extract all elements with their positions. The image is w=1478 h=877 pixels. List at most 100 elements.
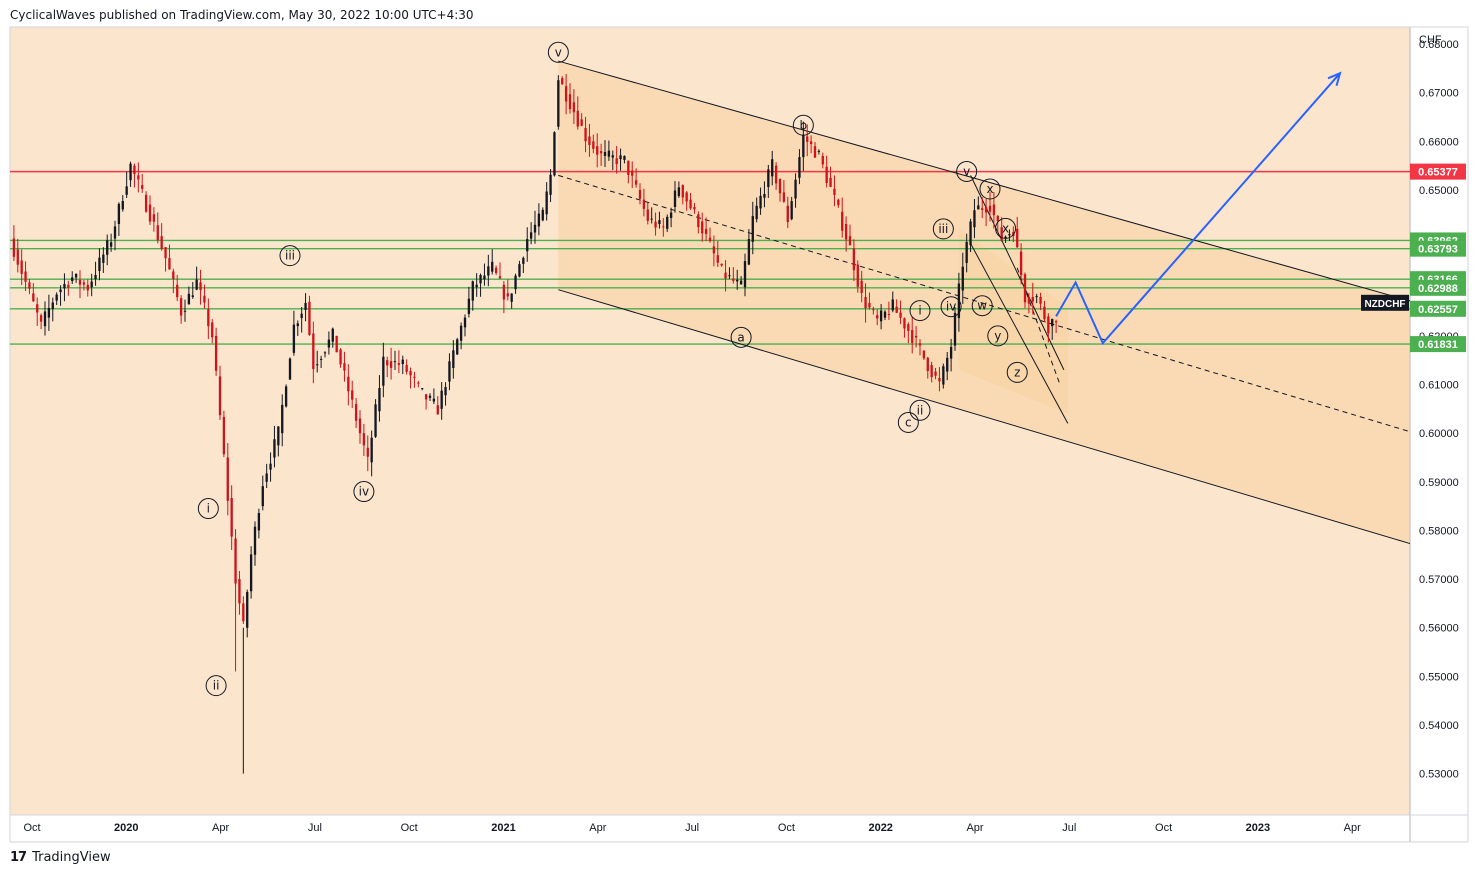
y-tick-label: 0.60000	[1419, 428, 1459, 440]
candle-body	[20, 260, 23, 274]
y-tick-label: 0.61000	[1419, 380, 1459, 392]
candle-body	[432, 398, 436, 402]
candle-body	[471, 281, 474, 301]
time-tick-label: 2022	[868, 822, 892, 834]
candle-body	[592, 141, 595, 149]
wave-label-iv[interactable]: iv	[359, 485, 369, 499]
wave-label-circle-10	[995, 217, 1017, 239]
candle-body	[720, 263, 723, 266]
candle-body	[708, 237, 712, 242]
candle-body	[459, 325, 463, 341]
wave-label-circle-7	[956, 160, 978, 182]
level-tag-4[interactable]	[1410, 279, 1466, 296]
candle-body	[568, 94, 572, 110]
wave-label-i[interactable]: i	[918, 304, 921, 318]
candle-body	[790, 201, 793, 220]
tradingview-branding[interactable]: 𝟭𝟳 TradingView	[10, 850, 111, 865]
time-tick-label: Jul	[308, 822, 322, 834]
wave-label-v[interactable]: v	[963, 164, 970, 178]
candle-body	[59, 289, 62, 293]
level-tag-2[interactable]	[1410, 240, 1466, 257]
projection-arrowhead	[1327, 71, 1342, 87]
channel-lower-line[interactable]	[558, 289, 1411, 545]
time-tick-label: Oct	[1155, 822, 1172, 834]
candle-body	[191, 295, 194, 297]
level-tag-5[interactable]	[1410, 300, 1466, 317]
level-tag-6[interactable]	[1410, 336, 1466, 353]
candle-body	[879, 310, 883, 322]
candle-body	[354, 403, 358, 421]
wave-label-circle-5	[197, 498, 219, 520]
wave-label-circle-6	[205, 675, 227, 697]
candle-body	[755, 205, 758, 220]
wave-label-w[interactable]: w	[977, 299, 987, 313]
candle-body	[374, 404, 377, 437]
candle-body	[961, 266, 964, 291]
candle-body	[786, 205, 789, 222]
candle-body	[584, 127, 587, 142]
wave-label-x[interactable]: x	[1002, 221, 1009, 235]
candle-body	[199, 282, 202, 291]
candle-body	[977, 205, 980, 210]
wave-label-v[interactable]: v	[555, 45, 562, 59]
candle-body	[292, 324, 296, 353]
candle-body	[747, 239, 751, 265]
wave-label-c[interactable]: c	[905, 415, 912, 429]
candle-body	[848, 236, 852, 246]
candle-body	[393, 361, 397, 363]
candle-body	[1016, 228, 1019, 248]
wave-label-iii[interactable]: iii	[285, 249, 295, 263]
wave-label-x[interactable]: x	[986, 182, 993, 196]
tradingview-brand-label: TradingView	[32, 850, 111, 865]
candle-body	[222, 416, 226, 455]
candle-body	[172, 271, 175, 279]
wave-label-b[interactable]: b	[800, 118, 808, 132]
wave-label-y[interactable]: y	[994, 329, 1001, 343]
candle-body	[883, 311, 887, 318]
candle-body	[876, 315, 879, 319]
wave-label-circle-9	[932, 218, 954, 240]
candle-body	[28, 282, 31, 289]
wave-label-iv[interactable]: iv	[946, 300, 956, 314]
candle-body	[176, 284, 179, 298]
y-tick-label: 0.56000	[1419, 623, 1459, 635]
candle-body	[339, 349, 342, 365]
candle-body	[261, 486, 264, 507]
candle-body	[331, 328, 334, 342]
candle-body	[860, 280, 863, 294]
symbol-tag[interactable]	[1361, 294, 1409, 311]
wave-label-ii[interactable]: ii	[917, 403, 924, 417]
dashed-midline-0[interactable]	[558, 174, 1411, 433]
wave-label-iii[interactable]: iii	[938, 222, 948, 236]
wave-label-ii[interactable]: ii	[213, 679, 220, 693]
candle-body	[658, 220, 661, 224]
candle-body	[973, 210, 976, 228]
wave-label-i[interactable]: i	[207, 502, 210, 516]
candle-body	[1019, 251, 1023, 276]
wave-label-circle-4	[353, 481, 375, 503]
candle-body	[36, 304, 39, 313]
candle-body	[1043, 306, 1046, 320]
candle-body	[681, 185, 684, 198]
level-tag-0[interactable]	[1410, 163, 1466, 180]
publish-info: CyclicalWaves published on TradingView.c…	[10, 8, 474, 22]
candle-body	[164, 247, 167, 259]
candle-body	[809, 141, 813, 145]
candle-body	[938, 378, 941, 382]
wave-label-z[interactable]: z	[1014, 365, 1020, 379]
wave-label-a[interactable]: a	[737, 330, 744, 344]
projection-path[interactable]	[1055, 72, 1341, 346]
candle-body	[234, 538, 237, 584]
candle-body	[701, 221, 704, 234]
candle-body	[494, 267, 498, 274]
candle-body	[646, 209, 649, 221]
candle-body	[71, 277, 74, 282]
candle-body	[557, 80, 560, 127]
inner-channel-line-1[interactable]	[970, 243, 1069, 424]
candle-body	[335, 335, 338, 353]
candle-body	[214, 335, 218, 371]
candle-body	[1035, 296, 1038, 298]
candle-body	[168, 258, 171, 270]
candle-body	[94, 274, 97, 280]
